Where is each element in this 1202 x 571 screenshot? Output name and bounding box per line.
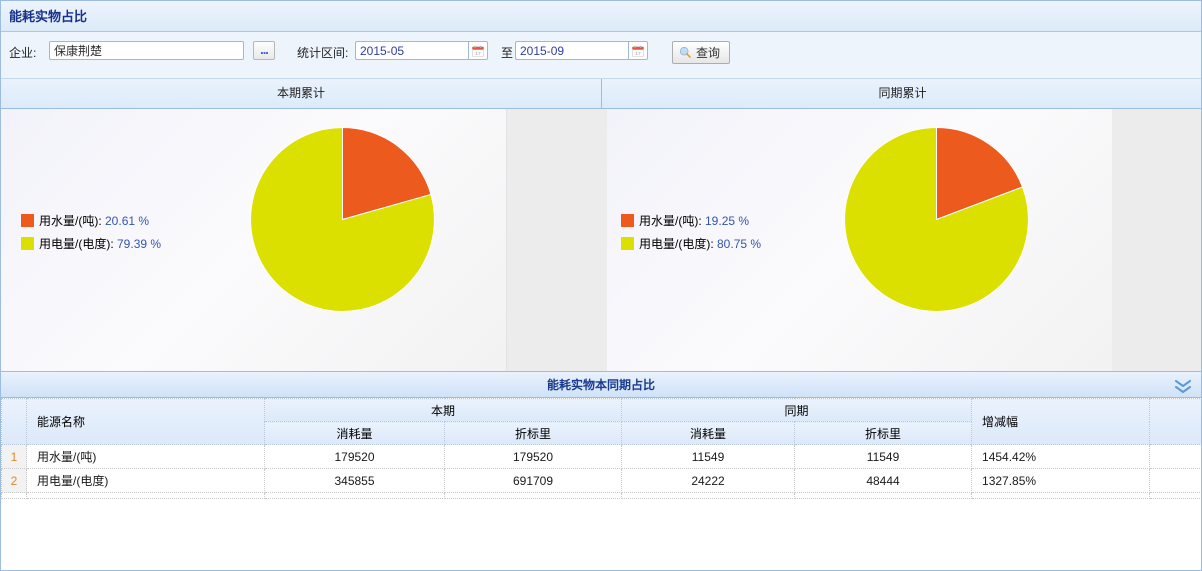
svg-text:17: 17 bbox=[635, 50, 641, 56]
svg-text:17: 17 bbox=[475, 50, 481, 56]
